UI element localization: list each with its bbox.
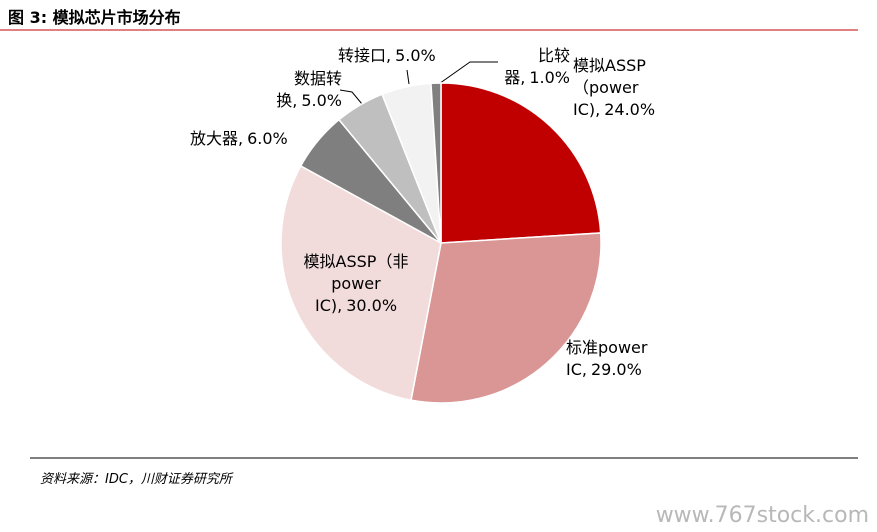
leader-line [339,89,363,105]
pie-slice [280,164,442,402]
pie-slice [440,82,602,244]
slice-label: 比较器, 1.0% [500,45,570,89]
slice-label: 放大器, 6.0% [190,128,320,150]
source-note: 资料来源：IDC，川财证券研究所 [40,472,232,487]
leader-line [406,69,410,85]
figure-title: 图 3: 模拟芯片市场分布 [8,8,181,27]
category-name: 放大器, [190,129,244,148]
slice-label: 转接口, 5.0% [338,45,468,67]
value-label: 6.0% [247,129,288,148]
slice-label: 模拟ASSP（非power IC), 30.0% [300,251,412,317]
watermark: www.767stock.com [655,503,869,528]
value-label: 30.0% [346,296,398,315]
pie-slice [430,82,442,244]
leader-line [435,61,498,87]
category-name: 数据转换, [276,69,342,110]
slice-label: 标准power IC, 29.0% [566,337,666,381]
category-name: 比较器, [504,46,570,87]
category-name: 标准power IC, [566,338,648,379]
category-name: 模拟ASSP（非power IC), [303,252,409,315]
pie-slice [410,232,602,404]
category-name: 转接口, [338,46,392,65]
value-label: 29.0% [590,360,642,379]
value-label: 5.0% [301,91,342,110]
value-label: 5.0% [395,46,436,65]
value-label: 1.0% [529,68,570,87]
category-name: 模拟ASSP（power IC), [573,56,646,119]
value-label: 24.0% [604,100,656,119]
slice-label: 模拟ASSP（power IC), 24.0% [573,55,685,121]
slice-label: 数据转换, 5.0% [232,68,342,112]
